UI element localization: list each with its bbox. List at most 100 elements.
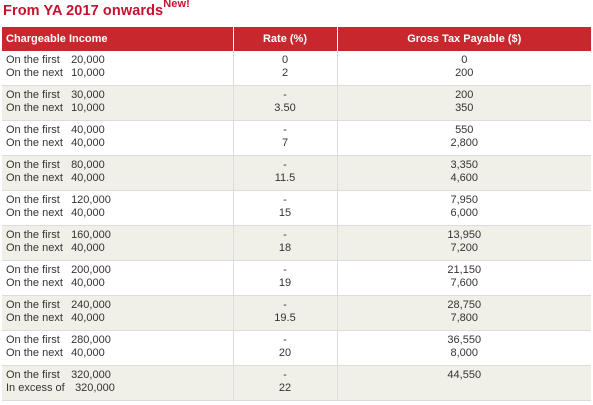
income-value: 30,000 — [71, 89, 105, 101]
table-row: On the first 200,000 On the next 40,000 -1… — [2, 260, 591, 296]
income-label: On the next — [6, 347, 63, 359]
rate-cell: -18 — [233, 225, 338, 261]
rate-cell: -7 — [233, 120, 338, 156]
income-value: 40,000 — [71, 124, 105, 136]
table-header-row: Chargeable Income Rate (%) Gross Tax Pay… — [2, 27, 591, 51]
chargeable-income-cell: On the first 240,000 On the next 40,000 — [2, 295, 234, 331]
table-row: On the first 30,000 On the next 10,000 -3.… — [2, 85, 591, 121]
header-chargeable-income: Chargeable Income — [2, 27, 234, 51]
gross-tax-cell: 200 350 — [337, 85, 591, 121]
rate-cell: -19 — [233, 260, 338, 296]
tax-value: 7,200 — [450, 242, 479, 254]
rate-value: - — [283, 264, 287, 276]
rate-cell: -11.5 — [233, 155, 338, 191]
rate-value: - — [283, 299, 287, 311]
income-value: 40,000 — [71, 347, 105, 359]
income-label: On the next — [6, 242, 63, 254]
table-row: On the first 160,000 On the next 40,000-1… — [2, 225, 591, 261]
income-label: On the first — [6, 54, 60, 66]
income-label: On the first — [6, 124, 60, 136]
rate-value: 22 — [278, 382, 292, 394]
gross-tax-cell: 550 2,800 — [337, 120, 591, 156]
income-label: On the first — [6, 194, 60, 206]
income-label: On the first — [6, 334, 60, 346]
tax-value: 6,000 — [450, 207, 479, 219]
gross-tax-cell: 13,950 7,200 — [337, 225, 591, 261]
income-label: On the next — [6, 102, 63, 114]
income-value: 40,000 — [71, 277, 105, 289]
rate-value: - — [283, 229, 287, 241]
income-value: 40,000 — [71, 172, 105, 184]
income-value: 200,000 — [71, 264, 111, 276]
income-value: 120,000 — [71, 194, 111, 206]
rate-value: - — [283, 194, 287, 206]
tax-value: 550 — [455, 124, 474, 136]
tax-value: 3,350 — [450, 159, 479, 171]
rate-cell: -19.5 — [233, 295, 338, 331]
gross-tax-cell: 7,950 6,000 — [337, 190, 591, 226]
rate-value: - — [283, 159, 287, 171]
chargeable-income-cell: On the first 80,000 On the next 40,000 — [2, 155, 234, 191]
gross-tax-cell: 0 200 — [337, 51, 591, 86]
income-label: On the next — [6, 312, 63, 324]
income-value: 40,000 — [71, 137, 105, 149]
income-value: 40,000 — [71, 312, 105, 324]
rate-value: - — [283, 124, 287, 136]
table-row: On the first 120,000 On the next 40,000 -1… — [2, 190, 591, 226]
income-value: 80,000 — [71, 159, 105, 171]
income-value: 10,000 — [71, 67, 105, 79]
chargeable-income-cell: On the first 120,000 On the next 40,000 — [2, 190, 234, 226]
income-label: On the next — [6, 137, 63, 149]
income-label: On the first — [6, 229, 60, 241]
tax-value: 4,600 — [450, 172, 479, 184]
tax-value: 2,800 — [450, 137, 479, 149]
tax-value: 8,000 — [450, 347, 479, 359]
income-value: 40,000 — [71, 242, 105, 254]
table-row: On the first 80,000 On the next 40,000 -11… — [2, 155, 591, 191]
income-value: 320,000 — [71, 369, 111, 381]
chargeable-income-cell: On the first 160,000 On the next 40,000 — [2, 225, 234, 261]
rate-value: 18 — [278, 242, 292, 254]
tax-rate-table: Chargeable Income Rate (%) Gross Tax Pay… — [2, 27, 591, 401]
header-gross-tax-payable: Gross Tax Payable ($) — [337, 27, 591, 51]
chargeable-income-cell: On the first 40,000 On the next 40,000 — [2, 120, 234, 156]
page-title: From YA 2017 onwardsNew! — [3, 0, 190, 19]
title-text: From YA 2017 onwards — [3, 2, 164, 19]
table-row: On the first 320,000 In excess of 320,000… — [2, 365, 591, 401]
chargeable-income-cell: On the first 200,000 On the next 40,000 — [2, 260, 234, 296]
tax-value: 21,150 — [447, 264, 482, 276]
rate-value: - — [283, 89, 287, 101]
chargeable-income-cell: On the first 30,000 On the next 10,000 — [2, 85, 234, 121]
rate-cell: -22 — [233, 365, 338, 401]
income-label: On the first — [6, 264, 60, 276]
gross-tax-cell: 3,350 4,600 — [337, 155, 591, 191]
income-label: On the first — [6, 299, 60, 311]
income-label: In excess of — [6, 382, 65, 394]
tax-value: 28,750 — [447, 299, 482, 311]
gross-tax-cell: 36,550 8,000 — [337, 330, 591, 366]
tax-value: 13,950 — [447, 229, 482, 241]
tax-value: 7,950 — [450, 194, 479, 206]
chargeable-income-cell: On the first 20,000 On the next 10,000 — [2, 51, 234, 86]
income-value: 10,000 — [71, 102, 105, 114]
rate-value: 3.50 — [274, 102, 296, 114]
rate-value: - — [283, 369, 287, 381]
income-value: 20,000 — [71, 54, 105, 66]
new-badge: New! — [163, 0, 190, 10]
gross-tax-cell: 21,150 7,600 — [337, 260, 591, 296]
table-row: On the first 240,000 On the next 40,000 -1… — [2, 295, 591, 331]
gross-tax-cell: 44,550 — [337, 365, 591, 401]
tax-value: 7,800 — [450, 312, 479, 324]
tax-value: 200 — [455, 67, 474, 79]
rate-value: 0 — [281, 54, 289, 66]
table-row: On the first 280,000 On the next 40,000 -2… — [2, 330, 591, 366]
income-value: 320,000 — [75, 382, 115, 394]
chargeable-income-cell: On the first 280,000 On the next 40,000 — [2, 330, 234, 366]
rate-value: 15 — [278, 207, 292, 219]
income-label: On the first — [6, 89, 60, 101]
rate-cell: -3.50 — [233, 85, 338, 121]
income-label: On the next — [6, 207, 63, 219]
header-rate: Rate (%) — [233, 27, 338, 51]
rate-value: 20 — [278, 347, 292, 359]
